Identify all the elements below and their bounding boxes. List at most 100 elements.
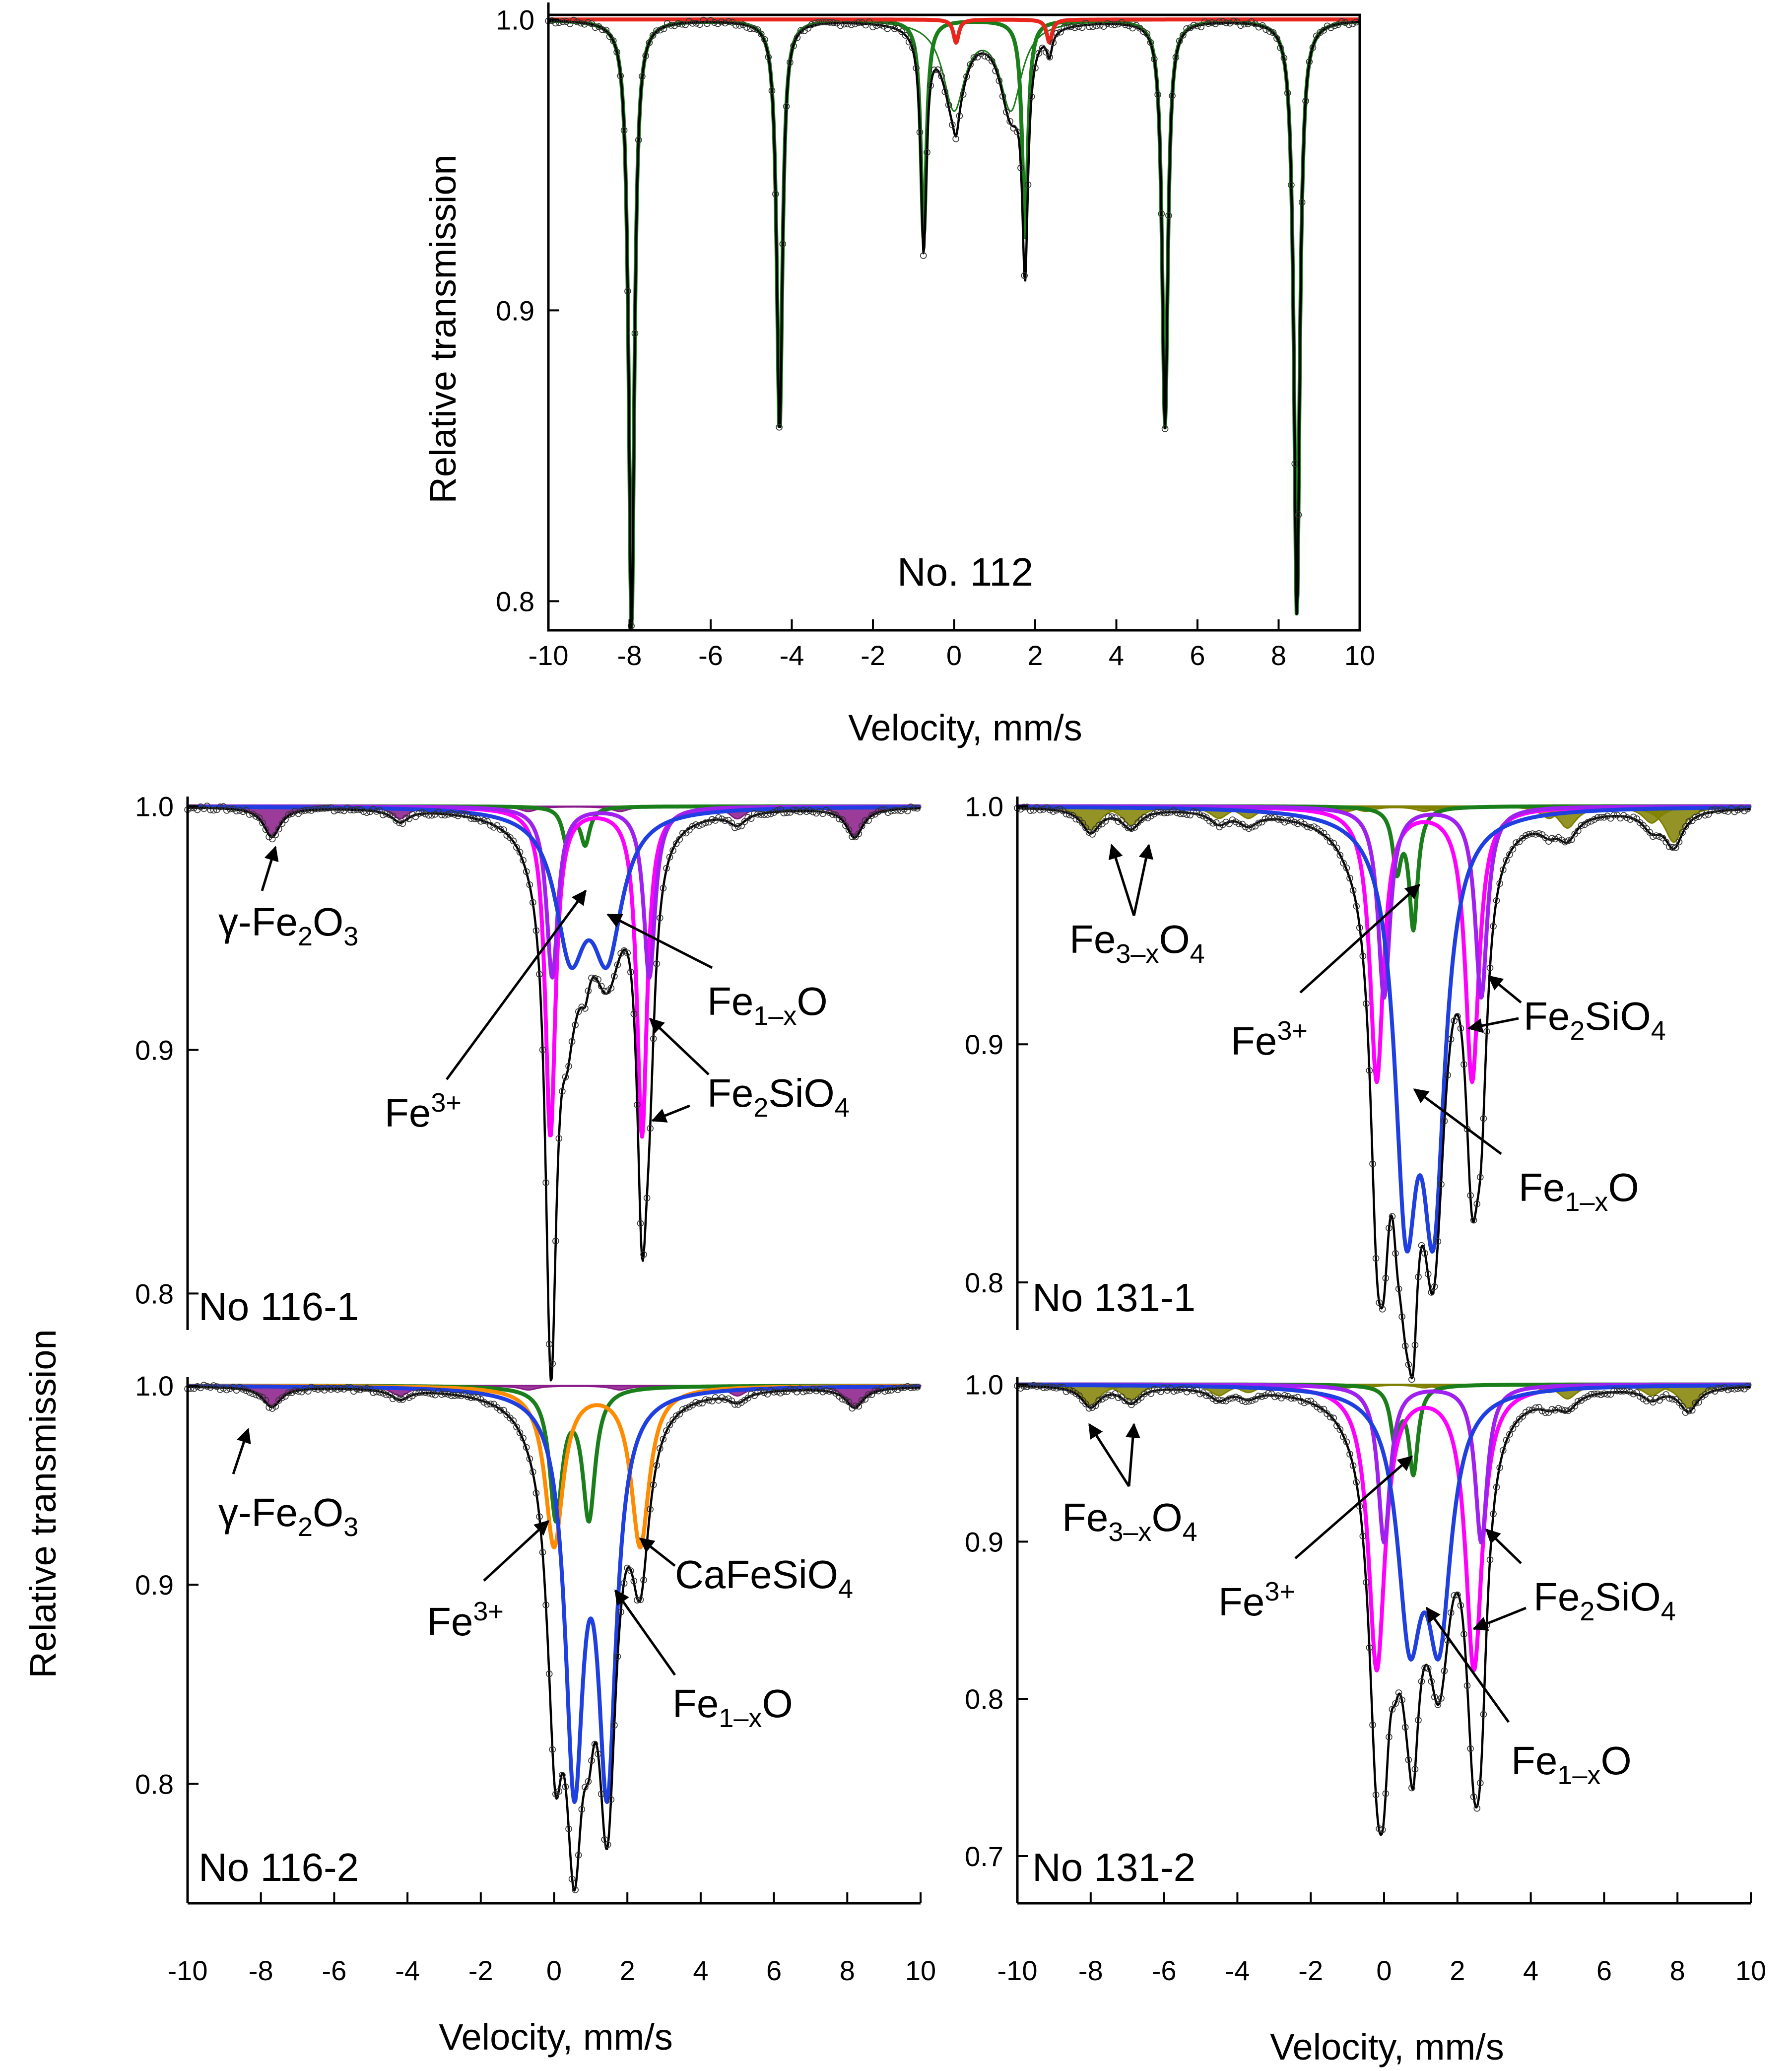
data-point (1076, 1392, 1083, 1400)
data-point (500, 826, 507, 833)
data-point (836, 815, 843, 822)
data-point (1428, 1289, 1435, 1296)
data-point (747, 815, 755, 822)
panel-2-sample-label: No 131-1 (1032, 1275, 1195, 1320)
data-point (839, 816, 846, 823)
data-point (1307, 824, 1314, 831)
data-point (402, 1393, 409, 1400)
data-point (822, 1387, 830, 1394)
data-point (1060, 1384, 1066, 1391)
data-point (1095, 822, 1102, 829)
data-point (1013, 128, 1021, 135)
data-point (1395, 1285, 1402, 1292)
data-point (797, 27, 804, 34)
data-point (493, 822, 501, 829)
data-point (1542, 1409, 1549, 1416)
data-point (402, 814, 409, 822)
data-point (868, 812, 875, 819)
data-point (849, 833, 856, 840)
x-tick-label: -2 (1298, 1955, 1323, 1986)
data-point (1164, 809, 1171, 816)
data-point (1053, 30, 1061, 37)
data-point (1183, 811, 1191, 818)
x-tick-label: 4 (1109, 640, 1124, 671)
data-point (1594, 814, 1601, 821)
panel-4-x-axis-label: Velocity, mm/s (1270, 2026, 1504, 2068)
data-point (1343, 865, 1350, 871)
data-point (1039, 44, 1046, 52)
y-tick-label: 0.9 (135, 1569, 174, 1601)
data-point (1662, 838, 1669, 846)
data-point (1473, 1201, 1480, 1207)
data-point (415, 1389, 422, 1396)
data-point (1258, 1393, 1265, 1400)
data-point (845, 1399, 853, 1405)
data-point (897, 807, 905, 814)
data-point (711, 19, 718, 26)
data-point (1037, 1382, 1044, 1390)
data-point (599, 26, 606, 33)
data-point (405, 1394, 413, 1401)
data-point (640, 1251, 647, 1258)
data-point (1349, 1462, 1357, 1469)
data-point (1085, 1404, 1093, 1412)
data-point (767, 810, 774, 817)
data-point (1428, 1678, 1435, 1685)
data-point (671, 22, 678, 29)
data-point (510, 1417, 517, 1424)
data-point (1223, 19, 1230, 26)
data-point (314, 1386, 322, 1393)
data-point (262, 1397, 269, 1404)
data-point (588, 1757, 595, 1764)
data-point (1268, 814, 1275, 821)
data-point (1695, 1399, 1702, 1406)
data-point (907, 803, 915, 810)
data-point (1640, 1396, 1647, 1403)
data-point (1338, 18, 1345, 25)
data-point (754, 26, 761, 33)
data-point (1340, 1433, 1347, 1440)
data-point (669, 847, 676, 854)
data-point (574, 18, 581, 25)
data-point (1288, 1395, 1295, 1402)
data-point (718, 1394, 726, 1401)
data-point (324, 1385, 332, 1392)
data-point (585, 1778, 592, 1785)
data-point (470, 815, 478, 822)
data-point (1548, 1406, 1556, 1413)
data-point (1421, 1665, 1428, 1671)
series-fe1-xo-line (1016, 1383, 1752, 1662)
data-point (526, 1455, 533, 1463)
data-point (1151, 56, 1158, 63)
x-tick-label: 4 (1523, 1955, 1538, 1986)
data-point (1229, 1395, 1236, 1402)
data-point (236, 1384, 243, 1391)
data-point (588, 974, 595, 982)
data-point (1284, 817, 1291, 824)
data-point (1715, 807, 1722, 814)
y-tick-label: 0.9 (135, 1035, 174, 1066)
data-point (585, 19, 592, 26)
data-point (1604, 1391, 1611, 1398)
data-point (1345, 21, 1352, 28)
data-point (513, 844, 520, 851)
data-point (1327, 838, 1334, 845)
data-point (620, 1580, 628, 1587)
data-point (477, 818, 484, 825)
svg-text:Fe1–xO: Fe1–xO (1519, 1165, 1639, 1217)
data-point (347, 806, 354, 813)
data-point (1509, 1425, 1517, 1432)
data-point (1415, 1717, 1422, 1724)
data-point (207, 806, 214, 813)
data-point (425, 1390, 432, 1397)
data-point (1627, 1389, 1634, 1396)
series-fit-line (187, 1386, 921, 1892)
data-point (1734, 806, 1741, 813)
data-point (887, 21, 895, 29)
data-point (614, 961, 621, 968)
data-point (545, 1340, 553, 1348)
data-point (490, 824, 497, 831)
data-point (1438, 1181, 1445, 1188)
data-point (566, 20, 574, 27)
data-point (1457, 1025, 1464, 1032)
